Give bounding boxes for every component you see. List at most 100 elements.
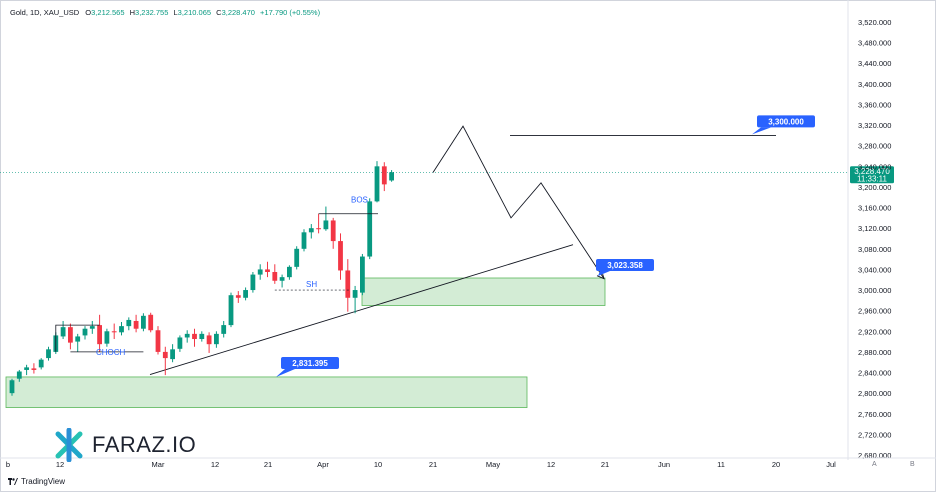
candle-body bbox=[184, 333, 190, 338]
candle-body bbox=[352, 290, 358, 298]
price-tick-label: 2,680.000 bbox=[858, 451, 891, 460]
candle-body bbox=[243, 290, 248, 298]
lower-zone-callout-text: 2,831.395 bbox=[292, 359, 328, 368]
trendlines bbox=[0, 125, 848, 376]
auto-scale-button[interactable]: A bbox=[872, 461, 877, 468]
candle-body bbox=[235, 295, 241, 298]
price-tick-label: 2,840.000 bbox=[858, 369, 891, 378]
candle-body bbox=[60, 327, 66, 337]
time-tick-label: 12 bbox=[211, 460, 219, 469]
price-tick-label: 2,760.000 bbox=[858, 410, 891, 419]
tradingview-footer[interactable]: TradingView bbox=[8, 477, 65, 486]
brand-logo: FARAZ.IO bbox=[52, 428, 196, 462]
annotations: CHOCH SH BOS 3,300.000 3,023.358 2,831.395 3,2… bbox=[55, 115, 894, 377]
candle-body bbox=[206, 335, 212, 345]
candle-body bbox=[170, 349, 175, 360]
demand-zone bbox=[361, 277, 606, 306]
candle-body bbox=[265, 269, 270, 273]
candle-body bbox=[294, 248, 300, 267]
candle-body bbox=[221, 325, 227, 334]
time-tick-label: Jul bbox=[826, 460, 836, 469]
time-tick-label: 11 bbox=[717, 460, 725, 469]
price-tick-label: 3,480.000 bbox=[858, 39, 891, 48]
time-tick-label: 21 bbox=[601, 460, 609, 469]
close-label: C bbox=[216, 8, 222, 17]
choch-label: CHOCH bbox=[96, 348, 126, 357]
candle-body bbox=[257, 269, 263, 275]
projection-path bbox=[432, 125, 605, 279]
time-tick-label: Apr bbox=[317, 460, 329, 469]
candle-body bbox=[323, 220, 329, 230]
open-value: 3,212.565 bbox=[91, 8, 125, 17]
price-tick-label: 3,160.000 bbox=[858, 204, 891, 213]
candle-body bbox=[75, 336, 81, 342]
price-tick-label: 3,440.000 bbox=[858, 59, 891, 68]
choch-bracket bbox=[55, 324, 100, 352]
price-axis[interactable]: 3,520.000 3,480.000 3,440.000 3,400.000 3,36… bbox=[847, 0, 891, 460]
candle-body bbox=[97, 325, 102, 345]
time-tick-label: 21 bbox=[429, 460, 437, 469]
symbol-title[interactable]: Gold, 1D, XAU_USD bbox=[10, 8, 80, 17]
price-tick-label: 2,960.000 bbox=[858, 307, 891, 316]
candle-body bbox=[228, 295, 234, 326]
price-tick-label: 2,720.000 bbox=[858, 430, 891, 439]
candle-body bbox=[89, 326, 95, 329]
candle-body bbox=[345, 270, 351, 298]
candle-body bbox=[338, 241, 343, 271]
candle-body bbox=[126, 319, 132, 327]
candle-body bbox=[111, 331, 117, 333]
price-tick-label: 3,280.000 bbox=[858, 142, 891, 151]
candle-body bbox=[279, 277, 285, 281]
upper-zone-callout-box bbox=[596, 259, 654, 271]
candle-body bbox=[177, 337, 183, 349]
time-tick-label: 10 bbox=[374, 460, 382, 469]
tradingview-logo-icon bbox=[8, 477, 18, 485]
time-tick-label: Mar bbox=[152, 460, 165, 469]
low-value: 3,210.065 bbox=[177, 8, 212, 17]
candle-body bbox=[272, 272, 278, 281]
candle-body bbox=[192, 333, 197, 340]
candle-body bbox=[38, 359, 44, 368]
candle-body bbox=[287, 266, 292, 278]
price-tick-label: 3,200.000 bbox=[858, 183, 891, 192]
time-tick-label: 21 bbox=[264, 460, 272, 469]
low-label: L bbox=[173, 8, 178, 17]
price-tick-label: 2,920.000 bbox=[858, 327, 891, 336]
open-label: O bbox=[85, 8, 92, 17]
high-value: 3,232.755 bbox=[135, 8, 169, 17]
axis-settings-button[interactable]: B bbox=[910, 461, 915, 468]
candle-body bbox=[250, 274, 256, 291]
candle-body bbox=[214, 333, 219, 345]
last-price-value: 3,228.470 bbox=[854, 167, 890, 176]
candle-body bbox=[308, 228, 314, 233]
candle-body bbox=[16, 371, 22, 379]
candle-body bbox=[24, 367, 29, 370]
time-tick-label: May bbox=[486, 460, 500, 469]
price-tick-label: 3,320.000 bbox=[858, 121, 891, 130]
time-axis[interactable]: b 12 Mar 12 21 Apr 10 21 May 12 21 Jun 11 20 Jul bbox=[0, 457, 936, 469]
change-value: +17.790 (+0.55%) bbox=[260, 8, 321, 17]
price-tick-label: 3,120.000 bbox=[858, 224, 891, 233]
candle-body bbox=[148, 314, 154, 331]
time-tick-label: 20 bbox=[772, 460, 780, 469]
time-tick-label: 12 bbox=[56, 460, 64, 469]
candle-body bbox=[68, 327, 73, 343]
bos-label: BOS bbox=[351, 195, 368, 204]
symbol-header: Gold, 1D, XAU_USD O3,212.565 H3,232.755 … bbox=[10, 8, 320, 17]
demand-zones bbox=[5, 277, 606, 408]
candle-body bbox=[133, 320, 139, 329]
last-price-tag bbox=[850, 166, 894, 184]
price-tick-label: 3,360.000 bbox=[858, 100, 891, 109]
price-tick-label: 3,400.000 bbox=[858, 80, 891, 89]
target-callout-text: 3,300.000 bbox=[768, 117, 804, 126]
target-callout-tail bbox=[752, 127, 771, 135]
candle-body bbox=[381, 166, 387, 185]
candle-body bbox=[162, 351, 168, 359]
ascending-trendline bbox=[149, 244, 574, 376]
candle-body bbox=[31, 368, 37, 370]
price-tick-label: 3,080.000 bbox=[858, 245, 891, 254]
price-tick-label: 2,800.000 bbox=[858, 389, 891, 398]
time-tick-label: Jun bbox=[658, 460, 670, 469]
candle-body bbox=[360, 256, 365, 293]
